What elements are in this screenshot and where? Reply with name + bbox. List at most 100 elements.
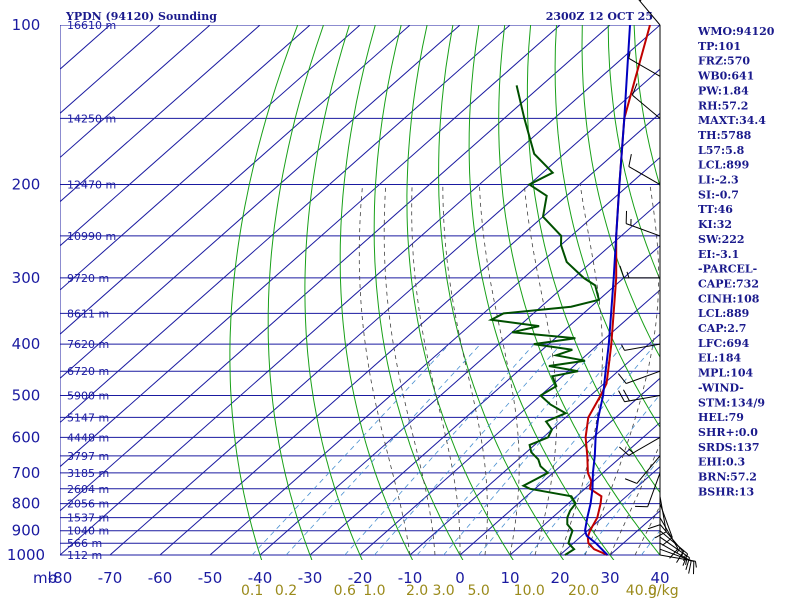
- wind-barb-staff: [626, 370, 661, 384]
- mixing-ratio-line: [416, 343, 601, 556]
- wind-barb-flag: [624, 478, 638, 484]
- index-line: EL:184: [698, 352, 741, 365]
- index-line: SRDS:137: [698, 441, 760, 454]
- index-line: BRN:57.2: [698, 471, 757, 484]
- wind-barb-staff: [624, 343, 661, 351]
- index-line: WMO:94120: [697, 25, 775, 38]
- mixing-ratio-line: [344, 343, 535, 556]
- moist-adiabat-lines: [358, 184, 660, 556]
- mixing-ratio-label: 0.6: [334, 583, 356, 599]
- isotherm--30: [309, 245, 660, 556]
- pressure-label: 900: [12, 522, 41, 540]
- mixing-ratio-label: 1.0: [363, 583, 385, 599]
- height-label: 2604 m: [67, 483, 109, 496]
- temperature-tick-label: -10: [398, 569, 423, 587]
- temperature-tick-label: -20: [348, 569, 373, 587]
- index-line: KI:32: [698, 218, 732, 231]
- mixing-ratio-unit: g/kg: [648, 583, 679, 599]
- wind-barb: [638, 0, 661, 26]
- index-line: -PARCEL-: [698, 263, 757, 276]
- dry-adiabat: [339, 25, 414, 560]
- wind-barb-half-flag: [676, 547, 681, 554]
- dry-adiabat: [267, 25, 324, 560]
- wind-barb-half-flag: [621, 344, 625, 351]
- wind-barb-flag: [631, 83, 638, 96]
- wind-barb-staff: [659, 517, 679, 550]
- wind-barb: [659, 536, 690, 570]
- index-line: SHR+:0.0: [698, 426, 758, 439]
- temperature-tick-label: 40: [650, 569, 669, 587]
- wind-barb-flag: [647, 524, 661, 530]
- mixing-ratio-label: 3.0: [432, 583, 454, 599]
- index-line: -WIND-: [698, 381, 744, 394]
- index-line: TP:101: [698, 40, 741, 53]
- wind-barb-staff: [638, 0, 661, 26]
- wind-barb-staff: [659, 536, 690, 559]
- wind-barbs: [617, 0, 697, 575]
- isotherm--20: [359, 289, 660, 556]
- mixing-ratio-label: 2.0: [406, 583, 428, 599]
- isotherm--160: [60, 25, 261, 203]
- index-line: FRZ:570: [698, 55, 750, 68]
- index-line: SI:-0.7: [698, 188, 739, 201]
- wind-barb: [624, 455, 661, 484]
- temperature-tick-label: -70: [98, 569, 123, 587]
- isotherm--170: [60, 25, 211, 159]
- moist-adiabat: [584, 184, 659, 556]
- index-line: LCL:899: [698, 159, 749, 172]
- height-label: 5147 m: [67, 411, 109, 424]
- wind-barb-staff: [636, 455, 661, 484]
- pressure-label: 500: [12, 386, 41, 404]
- pressure-label: 1000: [7, 546, 45, 564]
- dry-adiabat: [526, 25, 660, 494]
- wind-barb-half-flag: [626, 271, 630, 279]
- wind-barb-flag: [682, 553, 689, 566]
- wind-barb-half-flag: [685, 558, 688, 565]
- height-label: 3797 m: [67, 450, 109, 463]
- isotherm--120: [60, 25, 461, 380]
- index-line: SW:222: [698, 233, 745, 246]
- wind-barb-staff: [659, 496, 667, 532]
- dry-adiabat: [438, 25, 565, 560]
- height-label: 1537 m: [67, 512, 109, 525]
- moist-adiabat: [358, 184, 411, 556]
- pressure-label: 600: [12, 428, 41, 446]
- index-line: TT:46: [698, 203, 733, 216]
- wind-barb-flag: [669, 548, 679, 559]
- isotherm--110: [60, 25, 511, 424]
- wind-barb: [659, 517, 679, 559]
- index-line: LFC:694: [698, 337, 750, 350]
- isotherm--90: [60, 25, 611, 512]
- index-line: WB0:641: [697, 70, 754, 83]
- height-label: 4448 m: [67, 431, 109, 444]
- isotherm--60: [159, 112, 660, 556]
- isotherm-10: [509, 421, 660, 556]
- chart-title: YPDN (94120) Sounding: [65, 10, 217, 23]
- height-label: 2056 m: [67, 498, 109, 511]
- height-label: 3185 m: [67, 467, 109, 480]
- height-label: 6720 m: [67, 365, 109, 378]
- wind-barb-half-flag: [628, 52, 631, 59]
- index-line: STM:134/9: [698, 396, 765, 409]
- height-label: 5900 m: [67, 389, 109, 402]
- index-line: L57:5.8: [698, 144, 745, 157]
- wind-barb-flag: [618, 390, 625, 402]
- dry-adiabat: [554, 25, 660, 428]
- wind-barb: [617, 370, 661, 384]
- wind-barb: [635, 472, 661, 508]
- x-axis-label: mb: [33, 569, 57, 587]
- temperature-tick-label: 20: [550, 569, 569, 587]
- height-label: 566 m: [67, 537, 102, 550]
- dry-adiabat: [581, 25, 660, 359]
- index-line: MPL:104: [698, 367, 754, 380]
- wind-barb-half-flag: [694, 561, 697, 568]
- moist-adiabat: [523, 184, 558, 556]
- moist-adiabat: [383, 184, 436, 556]
- wind-barb: [647, 488, 661, 530]
- index-line: MAXT:34.4: [698, 114, 766, 127]
- isotherm--80: [60, 25, 660, 556]
- mixing-ratio-line: [285, 343, 481, 556]
- wind-barb-staff: [628, 166, 661, 185]
- pressure-label: 100: [12, 16, 41, 34]
